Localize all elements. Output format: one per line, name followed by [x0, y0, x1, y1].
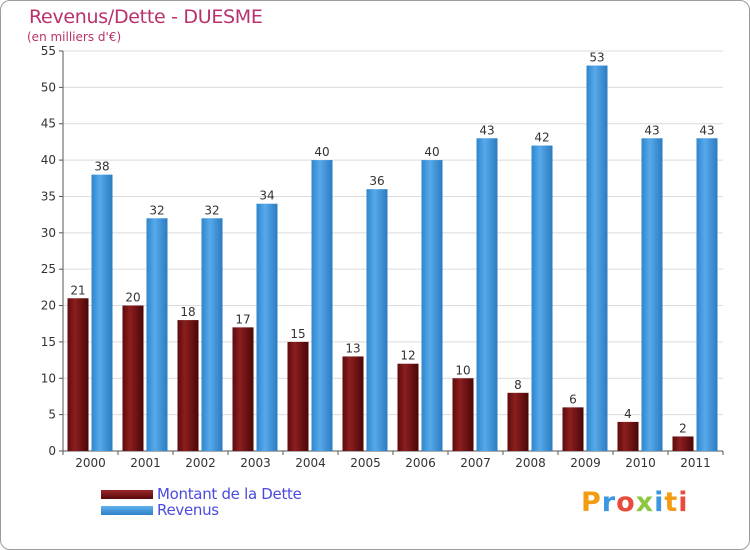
bar-revenus	[586, 65, 608, 451]
proxiti-logo: Proxiti	[581, 487, 689, 518]
data-label-revenus: 32	[149, 203, 164, 217]
logo-letter: o	[616, 487, 636, 518]
data-label-dette: 21	[70, 283, 85, 297]
data-label-dette: 8	[514, 378, 522, 392]
bar-dette	[67, 298, 89, 451]
logo-letter: P	[581, 487, 602, 518]
bar-dette	[177, 320, 199, 451]
data-label-revenus: 36	[369, 174, 384, 188]
x-tick-label: 2005	[350, 456, 381, 470]
logo-letter: x	[635, 487, 655, 518]
x-tick-label: 2004	[295, 456, 326, 470]
data-label-dette: 12	[400, 349, 415, 363]
bar-dette	[562, 407, 584, 451]
data-label-dette: 13	[345, 341, 360, 355]
data-label-dette: 10	[455, 363, 470, 377]
bar-dette	[452, 378, 474, 451]
x-tick-label: 2010	[625, 456, 656, 470]
data-label-dette: 6	[569, 392, 577, 406]
chart-title: Revenus/Dette - DUESME	[29, 6, 263, 28]
bar-dette	[617, 421, 639, 451]
x-tick-label: 2002	[185, 456, 216, 470]
y-tick-label: 40	[41, 153, 56, 167]
data-label-revenus: 53	[589, 51, 604, 65]
y-tick-label: 5	[48, 408, 56, 422]
data-label-revenus: 40	[314, 145, 329, 159]
x-tick-label: 2006	[405, 456, 436, 470]
y-tick-label: 20	[41, 299, 56, 313]
data-label-revenus: 43	[699, 123, 714, 137]
legend-swatch-dette	[101, 490, 153, 499]
bar-dette	[232, 327, 254, 451]
data-label-dette: 20	[125, 291, 140, 305]
y-tick-label: 15	[41, 335, 56, 349]
bar-dette	[122, 305, 144, 451]
data-label-revenus: 38	[94, 160, 109, 174]
bar-revenus	[91, 174, 113, 452]
legend-swatch-revenus	[101, 506, 153, 515]
x-tick-label: 2008	[515, 456, 546, 470]
x-tick-label: 2001	[130, 456, 161, 470]
bar-revenus	[256, 203, 278, 451]
data-label-dette: 18	[180, 305, 195, 319]
data-label-revenus: 43	[644, 123, 659, 137]
data-label-revenus: 40	[424, 145, 439, 159]
bar-dette	[507, 392, 529, 451]
logo-letter: t	[664, 487, 679, 518]
bar-revenus	[146, 218, 168, 451]
x-tick-label: 2011	[680, 456, 711, 470]
bar-revenus	[366, 189, 388, 451]
x-tick-label: 2007	[460, 456, 491, 470]
y-tick-label: 55	[41, 44, 56, 58]
y-tick-label: 25	[41, 262, 56, 276]
bar-dette	[287, 341, 309, 451]
x-tick-label: 2000	[75, 456, 106, 470]
data-label-revenus: 34	[259, 189, 274, 203]
bar-revenus	[641, 138, 663, 452]
bar-dette	[672, 436, 694, 451]
data-label-revenus: 32	[204, 203, 219, 217]
bar-revenus	[696, 138, 718, 452]
bar-revenus	[476, 138, 498, 452]
logo-letter: r	[601, 487, 617, 518]
data-label-dette: 17	[235, 312, 250, 326]
data-label-dette: 15	[290, 327, 305, 341]
x-tick-label: 2009	[570, 456, 601, 470]
bar-revenus	[531, 145, 553, 451]
bar-revenus	[201, 218, 223, 451]
y-tick-label: 0	[48, 444, 56, 458]
bar-revenus	[421, 160, 443, 451]
bar-dette	[397, 363, 419, 451]
data-label-revenus: 43	[479, 123, 494, 137]
legend-label-dette: Montant de la Dette	[157, 485, 302, 503]
x-tick-label: 2003	[240, 456, 271, 470]
bar-revenus	[311, 160, 333, 451]
legend-label-revenus: Revenus	[157, 501, 219, 519]
chart-subtitle: (en milliers d'€)	[27, 30, 122, 44]
data-label-dette: 4	[624, 407, 632, 421]
logo-letter: i	[654, 487, 665, 518]
y-tick-label: 10	[41, 371, 56, 385]
data-label-revenus: 42	[534, 131, 549, 145]
y-tick-label: 50	[41, 80, 56, 94]
logo-letter: i	[678, 487, 689, 518]
bar-dette	[342, 356, 364, 451]
y-tick-label: 45	[41, 117, 56, 131]
y-tick-label: 30	[41, 226, 56, 240]
y-tick-label: 35	[41, 189, 56, 203]
data-label-dette: 2	[679, 421, 687, 435]
